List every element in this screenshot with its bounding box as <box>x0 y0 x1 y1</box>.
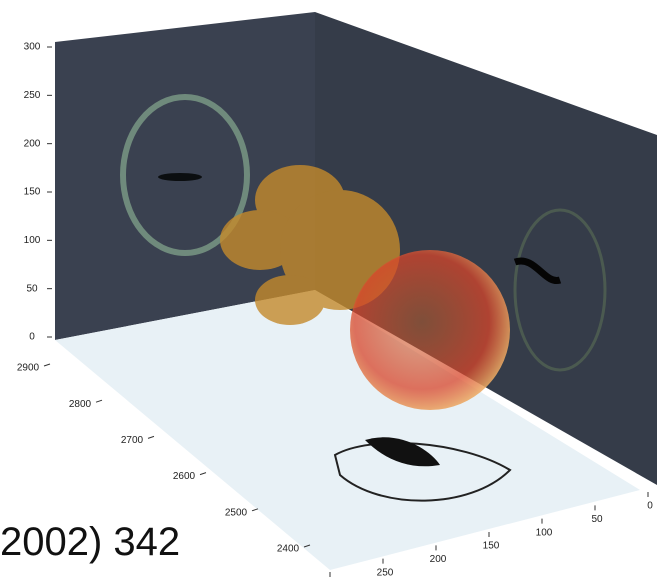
tick-label: 150 <box>24 187 41 198</box>
tick-label: 250 <box>24 90 41 101</box>
tick-label: 50 <box>591 514 603 525</box>
tick-mark <box>96 400 102 402</box>
volume-plot: 2002) 342 050100150200250300240025002600… <box>0 0 657 578</box>
tick-label: 2500 <box>225 507 248 518</box>
tick-mark <box>252 509 258 511</box>
tick-label: 0 <box>29 332 35 343</box>
tick-label: 2600 <box>173 471 196 482</box>
contour-core <box>158 173 202 181</box>
sphere <box>350 250 510 410</box>
tick-mark <box>44 364 50 366</box>
tick-label: 2700 <box>121 435 144 446</box>
tick-label: 200 <box>24 138 41 149</box>
tick-mark <box>200 473 206 475</box>
tick-label: 2400 <box>277 544 300 555</box>
tick-label: 200 <box>430 554 447 565</box>
tick-label: 300 <box>24 42 41 53</box>
tick-mark <box>148 436 154 438</box>
tick-label: 2900 <box>17 363 40 374</box>
tick-label: 100 <box>536 527 553 538</box>
tick-label: 150 <box>483 541 500 552</box>
tick-label: 50 <box>26 283 38 294</box>
tick-label: 250 <box>377 567 394 578</box>
tick-label: 0 <box>647 501 653 512</box>
caption: 2002) 342 <box>0 520 180 564</box>
tick-label: 2800 <box>69 399 92 410</box>
tick-label: 100 <box>24 235 41 246</box>
